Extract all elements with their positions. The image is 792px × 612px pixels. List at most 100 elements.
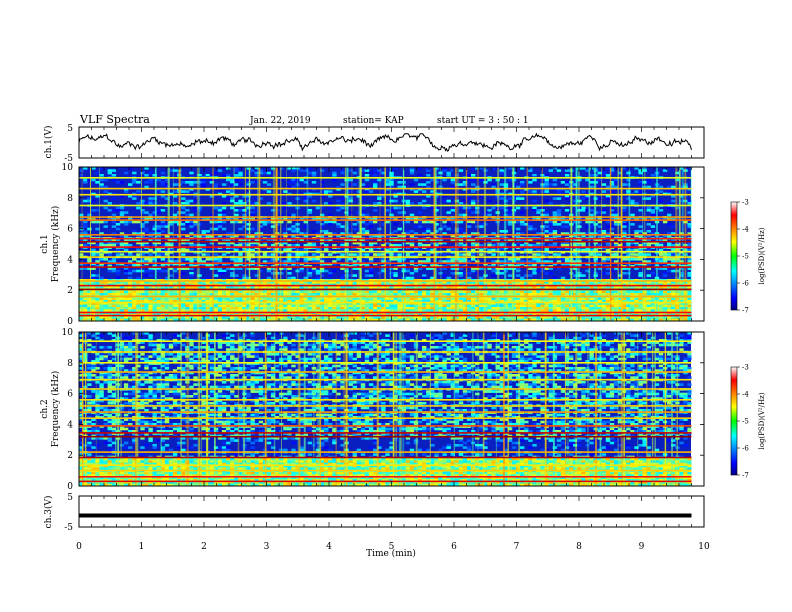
spectrogram-cell	[471, 304, 476, 308]
spectrogram-cell	[103, 190, 108, 193]
spectrogram-cell	[185, 181, 190, 184]
spectrogram-cell	[622, 220, 627, 224]
spectrogram-cell	[642, 167, 647, 170]
spectrogram-cell	[201, 304, 206, 308]
spectrogram-cell	[197, 260, 202, 263]
spectrogram-cell	[107, 286, 112, 289]
spectrogram-cell	[209, 227, 215, 231]
spectrogram-cell	[430, 241, 435, 245]
spectrogram-cell	[83, 290, 88, 294]
spectrogram-cell	[556, 197, 562, 200]
spectrogram-cell	[581, 297, 586, 301]
spectrogram-cell	[626, 197, 631, 200]
spectrogram-cell	[189, 232, 194, 235]
spectrogram-cell	[618, 307, 623, 310]
spectrogram-cell	[136, 309, 141, 312]
spectrogram-cell	[95, 307, 100, 310]
spectrogram-cell	[266, 239, 272, 242]
spectrogram-cell	[348, 307, 353, 310]
spectrogram-cell	[201, 286, 206, 289]
spectrogram-cell	[283, 260, 288, 263]
spectrogram-cell	[115, 248, 121, 252]
spectrogram-cell	[605, 174, 611, 177]
spectrogram-cell	[270, 220, 276, 224]
spectrogram-cell	[466, 197, 472, 200]
spectrogram-cell	[352, 253, 357, 256]
spectrogram-cell	[258, 300, 264, 303]
spectrogram-cell	[103, 199, 108, 203]
spectrogram-cell	[634, 253, 639, 256]
spectrogram-cell	[426, 248, 431, 252]
spectrogram-cell	[405, 220, 411, 224]
spectrogram-cell	[136, 190, 141, 193]
spectrogram-cell	[520, 239, 525, 242]
spectrogram-cell	[91, 276, 96, 280]
spectrogram-cell	[136, 281, 141, 284]
spectrogram-cell	[132, 297, 137, 301]
spectrogram-cell	[160, 302, 166, 305]
spectrogram-cell	[87, 227, 92, 231]
spectrogram-cell	[132, 181, 137, 184]
spectrogram-cell	[340, 267, 345, 270]
spectrogram-cell	[332, 307, 337, 310]
spectrogram-cell	[679, 286, 684, 289]
spectrogram-cell	[581, 286, 586, 289]
spectrogram-cell	[79, 302, 84, 305]
spectrogram-cell	[328, 281, 333, 284]
spectrogram-cell	[299, 178, 304, 182]
spectrogram-cell	[189, 181, 194, 184]
spectrogram-cell	[99, 290, 104, 294]
spectrogram-cell	[564, 290, 570, 294]
spectrogram-cell	[189, 300, 194, 303]
spectrogram-cell	[597, 197, 602, 200]
spectrogram-cell	[201, 181, 206, 184]
spectrogram-cell	[475, 304, 480, 308]
spectrogram-cell	[597, 178, 602, 182]
spectrogram-cell	[671, 225, 676, 228]
spectrogram-cell	[679, 267, 684, 270]
spectrogram-cell	[413, 232, 419, 235]
spectrogram-cell	[209, 307, 215, 310]
spectrogram-cell	[658, 267, 664, 270]
spectrogram-cell	[552, 220, 558, 224]
spectrogram-cell	[283, 307, 288, 310]
spectrogram-cell	[650, 307, 656, 310]
spectrogram-cell	[381, 253, 386, 256]
spectrogram-cell	[201, 290, 206, 294]
spectrogram-cell	[152, 227, 157, 231]
spectrogram-cell	[197, 181, 202, 184]
spectrogram-cell	[442, 232, 447, 235]
spectrogram-cell	[99, 239, 104, 242]
spectrogram-cell	[499, 267, 504, 270]
spectrogram-cell	[454, 258, 460, 261]
spectrogram-cell	[630, 253, 635, 256]
spectrogram-cell	[675, 300, 680, 303]
spectrogram-cell	[83, 239, 88, 242]
spectrogram-cell	[573, 234, 578, 238]
spectrogram-cell	[613, 290, 619, 294]
spectrogram-cell	[626, 241, 631, 245]
spectrogram-cell	[450, 185, 455, 189]
spectrogram-cell	[413, 307, 419, 310]
spectrogram-cell	[168, 293, 174, 296]
spectrogram-cell	[242, 290, 247, 294]
spectrogram-cell	[270, 309, 276, 312]
spectrogram-cell	[197, 223, 202, 226]
spectrogram-cell	[368, 234, 374, 238]
spectrogram-cell	[119, 302, 125, 305]
spectrogram-cell	[597, 244, 602, 247]
spectrogram-cell	[589, 248, 594, 252]
spectrogram-cell	[499, 230, 504, 233]
spectrogram-cell	[675, 178, 680, 182]
spectrogram-cell	[193, 258, 198, 261]
spectrogram-cell	[667, 286, 672, 289]
spectrogram-cell	[266, 253, 272, 256]
spectrogram-cell	[454, 183, 460, 186]
spectrogram-cell	[442, 293, 447, 296]
spectrogram-cell	[266, 302, 272, 305]
spectrogram-cell	[528, 248, 533, 252]
spectrogram-cell	[450, 258, 455, 261]
spectrogram-cell	[95, 290, 100, 294]
spectrogram-cell	[487, 209, 492, 212]
spectrogram-cell	[634, 258, 639, 261]
